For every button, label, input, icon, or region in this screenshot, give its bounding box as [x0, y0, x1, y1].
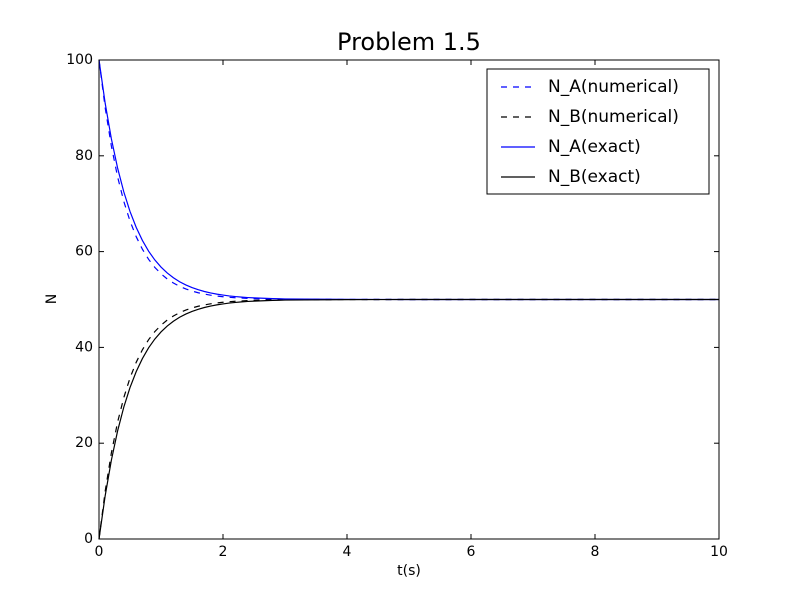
y-tick-label: 20: [75, 435, 93, 451]
y-tick-label: 40: [75, 339, 93, 355]
series-line: [98, 298, 719, 540]
x-tick-label: 10: [710, 544, 728, 560]
y-tick-label: 100: [66, 52, 93, 68]
x-tick-label: 4: [343, 544, 352, 560]
y-tick-label: 0: [84, 531, 93, 547]
plot-frame: [98, 59, 720, 540]
x-tick-label: 8: [591, 544, 600, 560]
legend-box: [486, 68, 710, 195]
series-line: [98, 298, 719, 540]
legend-label: N_A(exact): [548, 137, 641, 157]
x-axis-label: t(s): [397, 563, 421, 579]
x-tick-label: 0: [95, 544, 104, 560]
y-tick-label: 80: [75, 148, 93, 164]
legend-label: N_B(numerical): [548, 107, 679, 127]
x-tick-label: 6: [467, 544, 476, 560]
legend-label: N_A(numerical): [548, 77, 679, 97]
legend-label: N_B(exact): [548, 167, 641, 187]
chart-title: Problem 1.5: [337, 28, 481, 56]
x-tick-label: 2: [219, 544, 228, 560]
y-axis-label: N: [44, 294, 60, 304]
series-line: [98, 59, 719, 301]
y-tick-label: 60: [75, 244, 93, 260]
